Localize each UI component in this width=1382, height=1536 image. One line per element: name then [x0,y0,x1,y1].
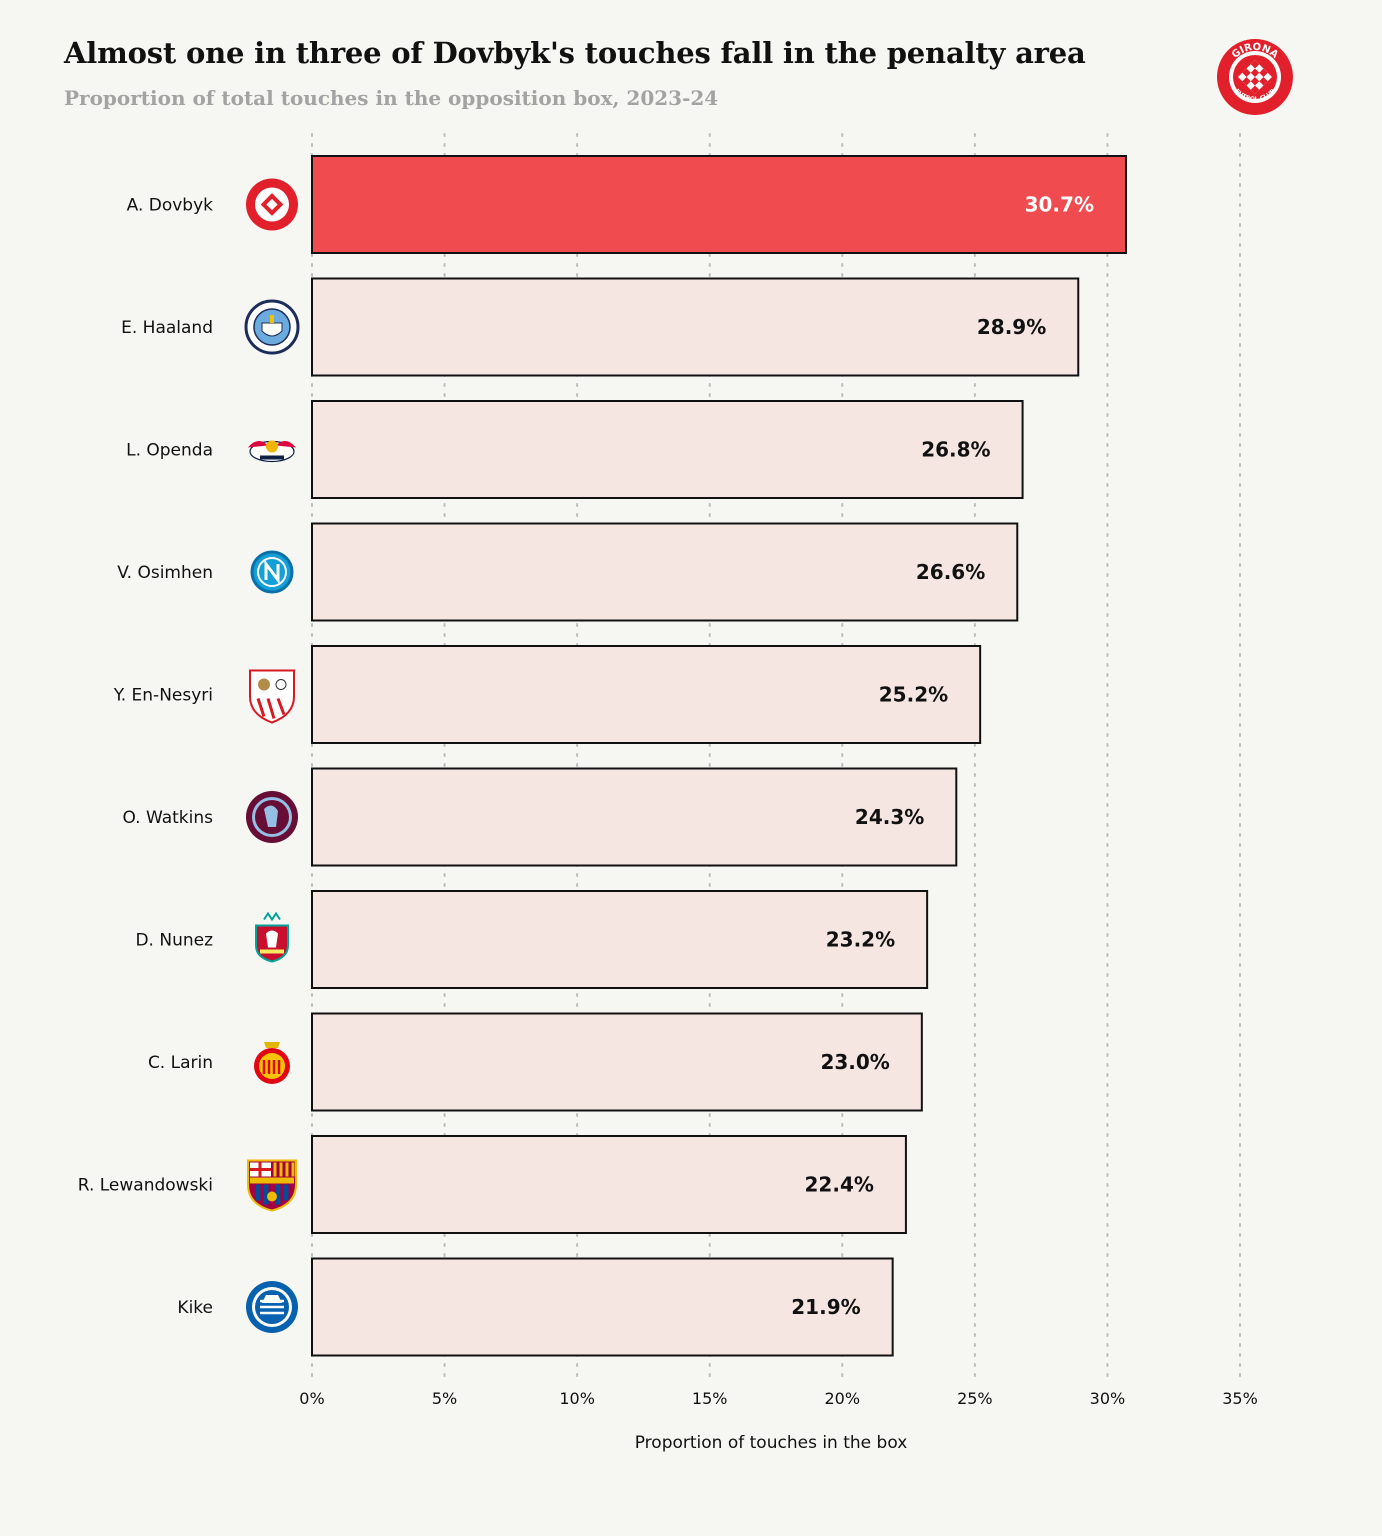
mallorca-crest-icon [254,1042,290,1084]
gridlines [311,133,1241,1381]
category-label: C. Larin [148,1053,213,1073]
bars [311,155,1127,1357]
category-label: V. Osimhen [117,563,213,583]
chart-subtitle: Proportion of total touches in the oppos… [64,86,719,110]
data-label: 26.6% [916,560,985,584]
barcelona-crest-icon [247,1159,297,1212]
bar [311,400,1024,499]
girona-fc-logo-icon: GIRONA FUTBOL CLUB [1217,39,1293,115]
x-tick-label: 0% [299,1389,324,1408]
bar [311,277,1080,377]
x-tick-label: 20% [825,1389,861,1408]
data-label: 28.9% [977,315,1046,339]
data-label: 24.3% [855,805,924,829]
x-tick-label: 5% [432,1389,457,1408]
data-label: 26.8% [921,438,990,462]
x-tick-label: 15% [692,1389,728,1408]
data-label: 23.0% [820,1050,889,1074]
bar [311,645,982,744]
chart-title: Almost one in three of Dovbyk's touches … [64,36,1086,70]
bar [311,522,1019,622]
category-label: O. Watkins [122,808,213,828]
category-label: Y. En-Nesyri [113,686,213,706]
girona-crest-icon [246,178,298,231]
bar [311,155,1127,254]
bar [311,1012,923,1112]
data-label: 23.2% [826,928,895,952]
category-label: D. Nunez [135,931,213,951]
labels: 30.7% A. Dovbyk 28.9% E. Haaland 26.8% L. Ope… [78,193,1094,1320]
category-label: E. Haaland [121,318,213,338]
napoli-crest-icon [250,550,294,594]
sevilla-crest-icon [249,669,295,724]
data-label: 30.7% [1025,193,1094,217]
data-label: 25.2% [879,683,948,707]
bar [311,767,958,867]
bar [311,890,929,989]
aston-villa-crest-icon [246,791,298,843]
x-tick-label: 25% [957,1389,993,1408]
bar [311,1135,907,1234]
x-tick-label: 30% [1090,1389,1126,1408]
category-label: R. Lewandowski [78,1176,213,1196]
data-label: 21.9% [791,1295,860,1319]
category-label: L. Openda [126,441,213,461]
x-tick-label: 10% [559,1389,595,1408]
rb-leipzig-crest-icon [248,440,296,463]
club-crests [244,178,300,1333]
bar [311,1257,894,1357]
x-tick-label: 35% [1222,1389,1258,1408]
x-axis-title: Proportion of touches in the box [635,1433,908,1453]
category-label: Kike [177,1298,213,1318]
x-axis-ticks: 0% 5% 10% 15% 20% 25% 30% 35% [299,1389,1257,1408]
data-label: 22.4% [805,1173,874,1197]
manchester-city-crest-icon [244,299,300,355]
alaves-crest-icon [246,1281,298,1333]
liverpool-crest-icon [255,911,289,963]
category-label: A. Dovbyk [127,196,214,216]
